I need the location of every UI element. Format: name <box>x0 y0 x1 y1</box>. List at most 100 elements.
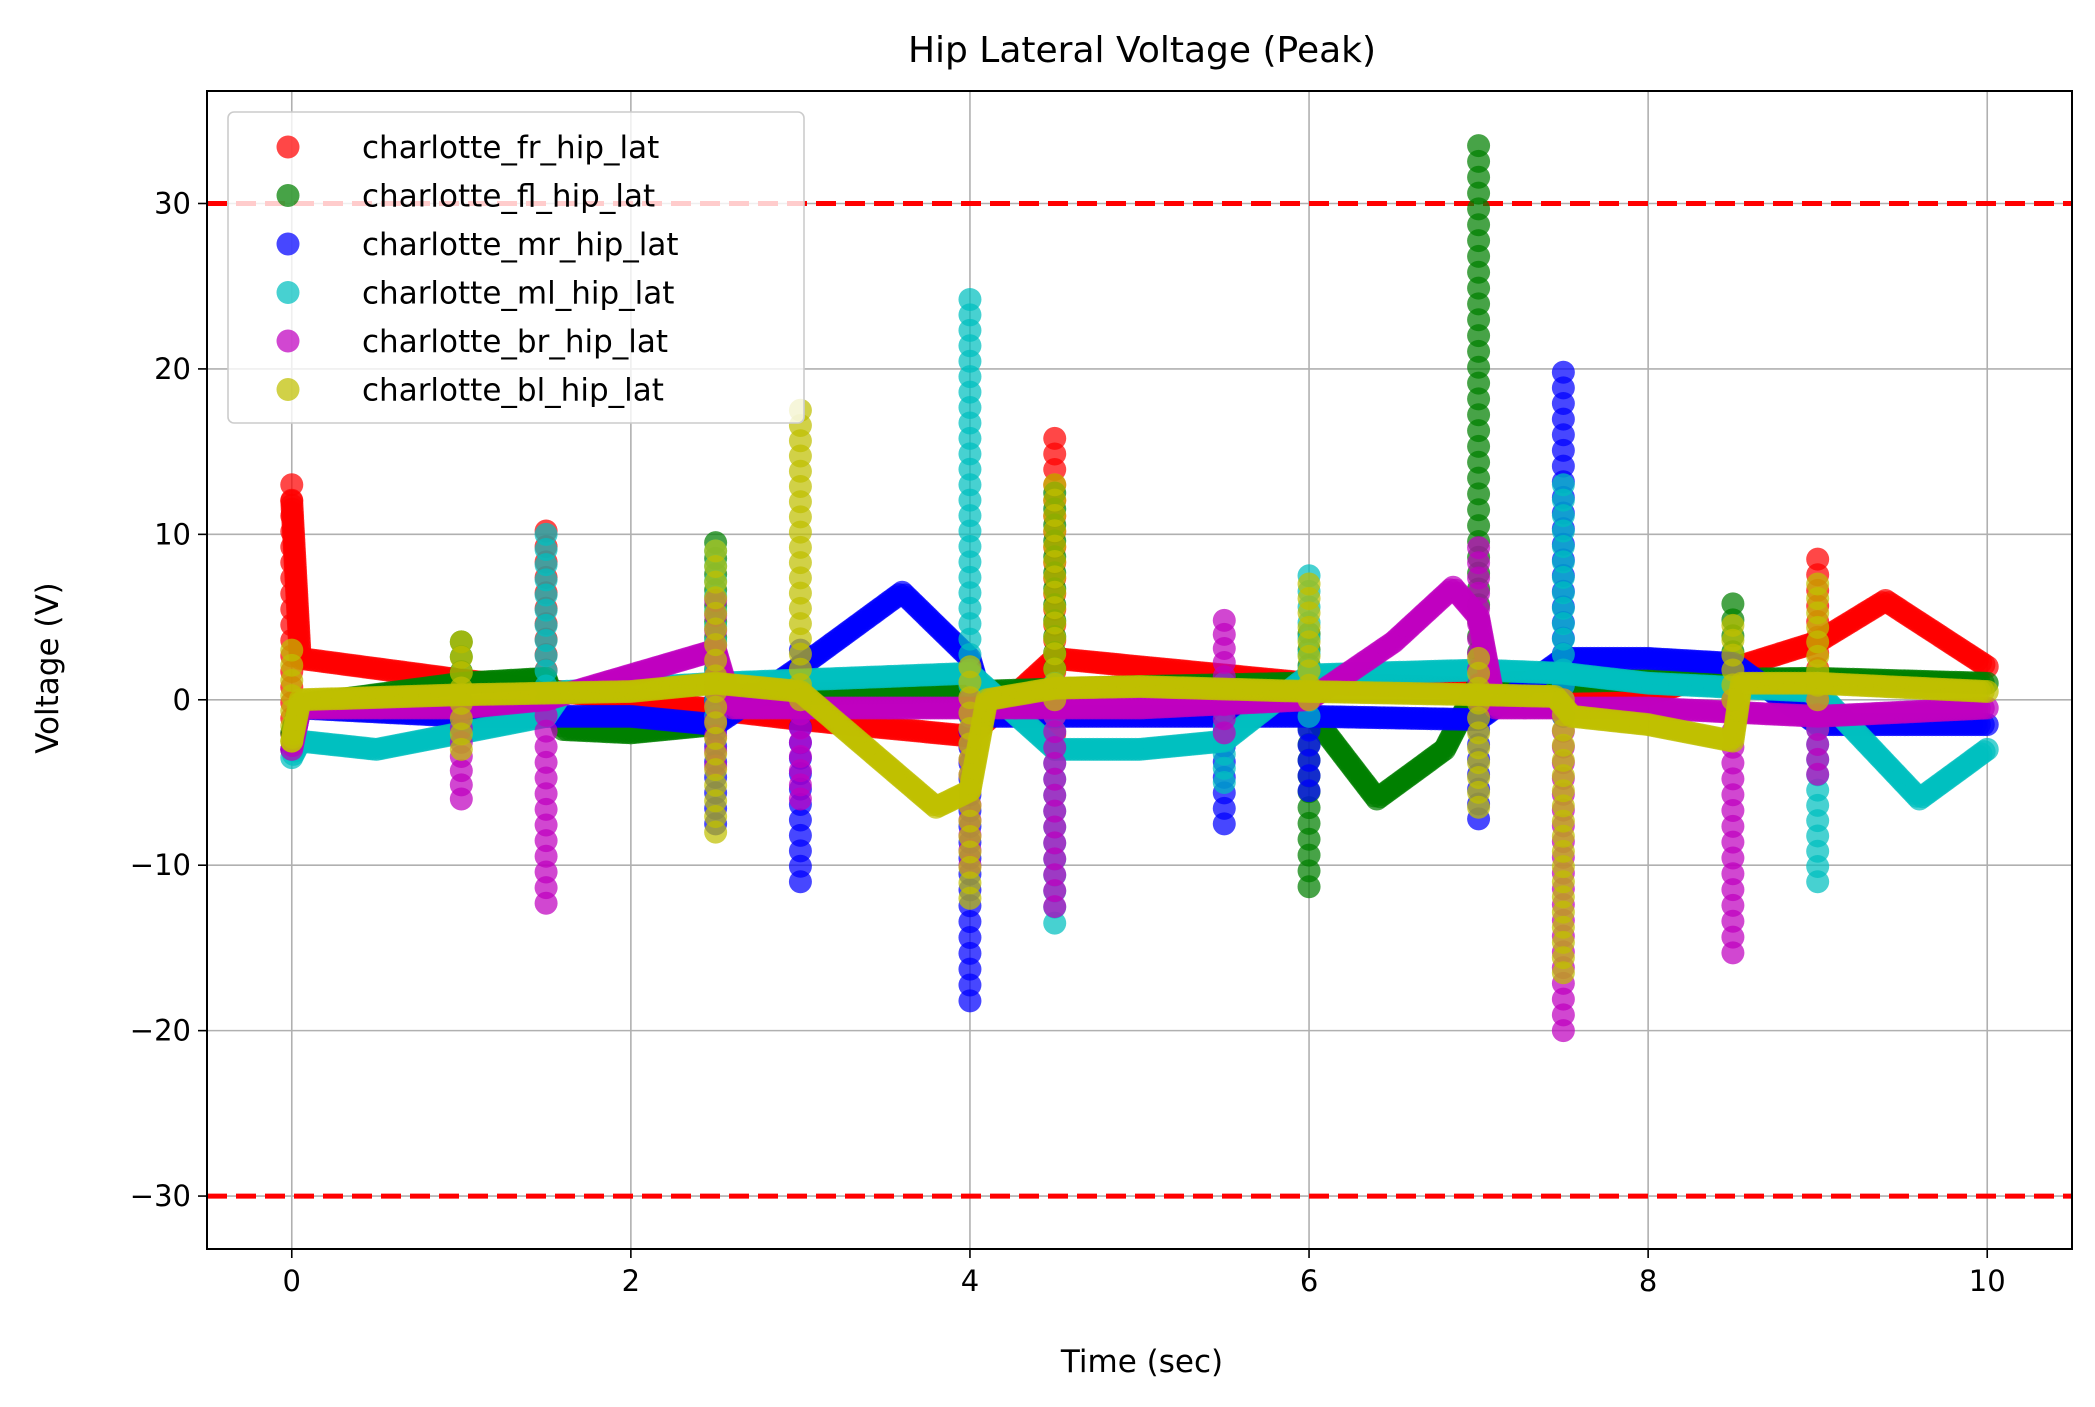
data-point <box>1721 925 1745 949</box>
data-point <box>1043 815 1067 839</box>
data-point <box>1043 735 1067 759</box>
data-point <box>1721 941 1745 965</box>
data-point <box>1467 260 1491 284</box>
y-tick-label: 20 <box>154 352 191 386</box>
data-point <box>1467 292 1491 316</box>
data-point <box>1467 371 1491 395</box>
data-point <box>1467 324 1491 348</box>
legend-marker <box>276 329 300 353</box>
data-point <box>1806 688 1830 712</box>
data-point <box>1721 909 1745 933</box>
data-point <box>1297 811 1321 835</box>
data-point <box>1043 863 1067 887</box>
data-point <box>1043 688 1067 712</box>
data-point <box>1467 197 1491 221</box>
data-point <box>1212 812 1236 836</box>
data-point <box>1467 339 1491 363</box>
legend-marker <box>276 184 300 207</box>
data-point <box>1467 213 1491 237</box>
y-tick-label: −30 <box>130 1179 191 1213</box>
legend-label: charlotte_fr_hip_lat <box>362 130 659 166</box>
data-point <box>1043 767 1067 791</box>
data-point <box>958 941 982 965</box>
y-tick-label: 10 <box>154 517 191 551</box>
y-tick-label: 30 <box>154 186 191 220</box>
y-tick-label: 0 <box>173 683 191 717</box>
data-point <box>1467 466 1491 490</box>
data-point <box>788 870 812 894</box>
data-point <box>788 688 812 712</box>
data-point <box>1721 830 1745 854</box>
chart-title: Hip Lateral Voltage (Peak) <box>908 30 1376 71</box>
data-point <box>1297 796 1321 820</box>
x-tick-label: 6 <box>1300 1264 1318 1298</box>
reference-lines <box>207 200 2072 1199</box>
data-point <box>704 820 728 844</box>
data-point <box>1043 895 1067 919</box>
data-point <box>280 729 304 753</box>
legend-label: charlotte_mr_hip_lat <box>362 227 679 263</box>
data-point <box>1721 814 1745 838</box>
x-tick-label: 10 <box>1969 1264 2006 1298</box>
data-point <box>1721 893 1745 917</box>
data-point <box>1975 737 1999 761</box>
data-point <box>1043 879 1067 903</box>
legend-marker <box>276 281 300 304</box>
data-point <box>958 886 982 910</box>
data-point <box>1297 875 1321 899</box>
legend-marker <box>276 378 300 401</box>
legend-box <box>227 111 805 424</box>
data-point <box>1043 847 1067 871</box>
x-tick-label: 8 <box>1639 1264 1657 1298</box>
data-point <box>1721 751 1745 775</box>
data-point <box>1467 403 1491 427</box>
legend: charlotte_fr_hip_lat charlotte_fl_hip_lat… <box>227 111 805 424</box>
data-point <box>1467 134 1491 158</box>
legend-label: charlotte_fl_hip_lat <box>362 179 655 215</box>
x-axis-ticks: 0 2 4 6 8 10 <box>283 1249 2006 1298</box>
data-point <box>1721 862 1745 886</box>
data-point <box>1551 1019 1575 1043</box>
data-point <box>1551 961 1575 985</box>
y-tick-label: −20 <box>130 1014 191 1048</box>
data-point <box>958 973 982 997</box>
data-point <box>1467 229 1491 253</box>
data-point <box>958 957 982 981</box>
data-point <box>1467 165 1491 189</box>
y-axis-ticks: 30 20 10 0 −10 −20 −30 <box>130 186 207 1213</box>
data-point <box>1043 720 1067 744</box>
data-point <box>1467 482 1491 506</box>
data-point <box>1721 799 1745 823</box>
data-point <box>1467 514 1491 538</box>
legend-marker <box>276 135 300 159</box>
data-point <box>1721 846 1745 870</box>
data-point <box>1551 987 1575 1011</box>
y-tick-label: −10 <box>130 848 191 882</box>
series-charlotte_bl_hip_lat <box>280 398 1999 985</box>
data-point <box>1043 799 1067 823</box>
data-point <box>958 925 982 949</box>
data-point <box>1467 276 1491 300</box>
data-point <box>1467 308 1491 332</box>
data-point <box>788 787 812 811</box>
data-point <box>958 910 982 934</box>
legend-label: charlotte_bl_hip_lat <box>362 373 664 409</box>
data-point <box>1043 704 1067 728</box>
data-point <box>449 737 473 761</box>
x-tick-label: 4 <box>961 1264 979 1298</box>
data-point <box>1806 762 1830 786</box>
x-axis-label: Time (sec) <box>1060 1344 1223 1380</box>
data-point <box>1467 795 1491 819</box>
data-point <box>1297 827 1321 851</box>
plot-data <box>280 134 1999 1043</box>
data-point <box>534 891 558 915</box>
legend-label: charlotte_br_hip_lat <box>362 324 668 360</box>
data-point <box>1297 779 1321 803</box>
data-point <box>1721 767 1745 791</box>
data-point <box>1467 355 1491 379</box>
data-point <box>1467 244 1491 268</box>
legend-label: charlotte_ml_hip_lat <box>362 276 674 312</box>
data-point <box>1551 1003 1575 1027</box>
data-point <box>1467 149 1491 173</box>
